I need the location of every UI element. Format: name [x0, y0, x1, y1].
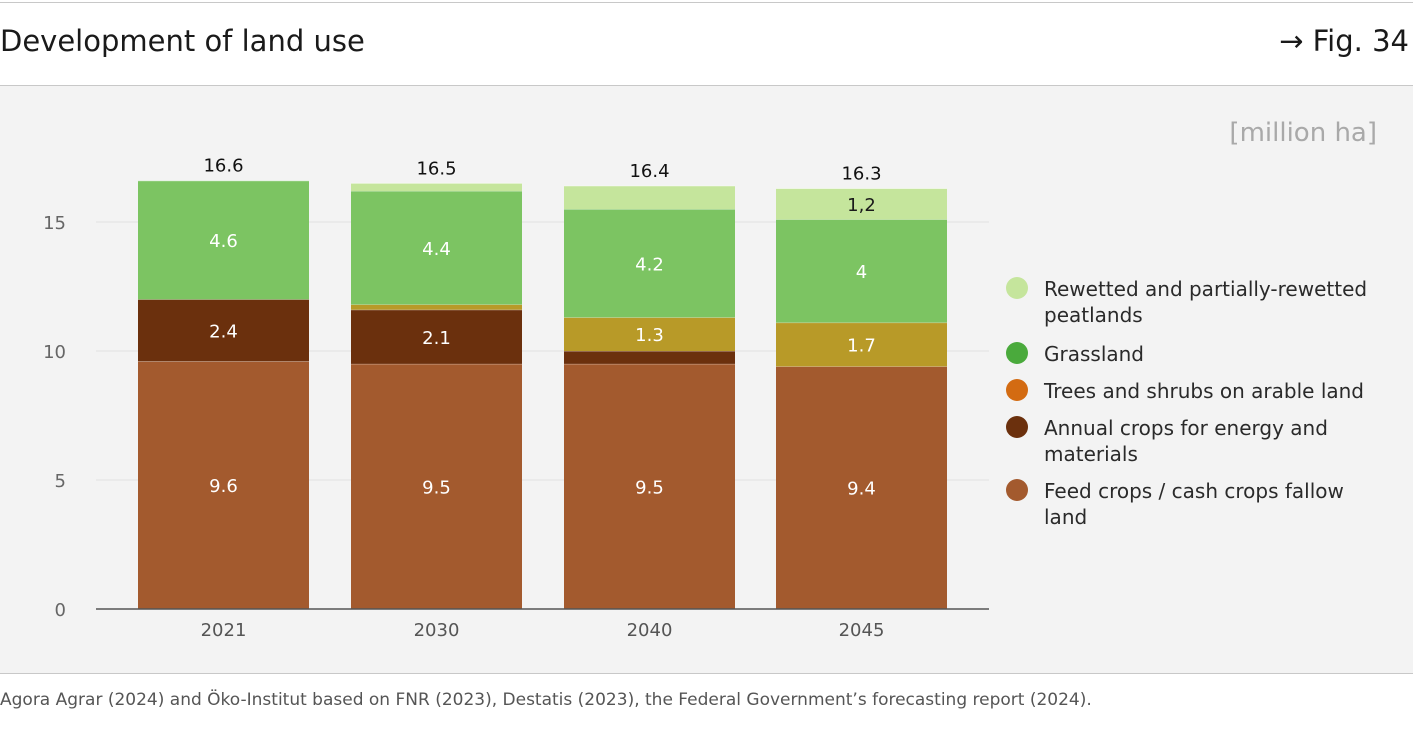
stacked-bar-chart: 0 5 10 15 9.6 2.4 4.6 16.6 2021 9.5 2.1 4.4 16.5 2030…	[43, 156, 989, 641]
data-label: 1.3	[635, 325, 664, 346]
bar-segment-grass	[776, 219, 947, 323]
legend-swatch	[1006, 379, 1028, 401]
unit-label: [million ha]	[1229, 118, 1377, 148]
y-tick-label: 10	[43, 342, 66, 363]
data-label: 4.4	[422, 239, 451, 260]
bar-segment-peat	[564, 185, 735, 210]
x-tick-label: 2040	[627, 620, 673, 641]
legend-swatch	[1006, 277, 1028, 299]
data-label: 1,2	[847, 195, 876, 216]
total-label: 16.3	[841, 163, 881, 184]
top-rule	[0, 2, 1413, 3]
legend-label: Grassland	[1044, 342, 1144, 366]
bar-segment-annual	[564, 351, 735, 364]
bar-segment-peat	[776, 188, 947, 220]
legend-label: Trees and shrubs on arable land	[1044, 379, 1364, 403]
data-label: 9.4	[847, 479, 876, 500]
legend-item: Feed crops / cash crops fallow land	[1006, 478, 1384, 530]
y-tick-label: 15	[43, 213, 66, 234]
figure-reference-link[interactable]: → Fig. 34	[1279, 24, 1409, 58]
total-label: 16.5	[416, 158, 456, 179]
legend-item: Annual crops for energy and materials	[1006, 415, 1384, 467]
bar-segment-annual	[351, 309, 522, 364]
total-label: 16.6	[203, 156, 243, 177]
legend-swatch	[1006, 342, 1028, 364]
legend-swatch	[1006, 416, 1028, 438]
bar-segment-grass	[564, 209, 735, 318]
chart-title: Development of land use	[0, 24, 365, 58]
bar-segment-feed	[564, 363, 735, 609]
legend-item: Grassland	[1006, 341, 1384, 367]
legend-label: Feed crops / cash crops fallow land	[1044, 479, 1344, 529]
bar-segment-feed	[351, 363, 522, 609]
legend-swatch	[1006, 479, 1028, 501]
data-label: 1.7	[847, 336, 876, 357]
bar-segment-peat	[351, 183, 522, 192]
legend-label: Annual crops for energy and materials	[1044, 416, 1328, 466]
bar-segment-trees	[351, 304, 522, 310]
source-note: Agora Agrar (2024) and Öko-Institut base…	[0, 690, 1092, 710]
bar-segment-trees	[776, 322, 947, 367]
x-tick-label: 2045	[839, 620, 885, 641]
bar-segment-trees	[564, 317, 735, 351]
data-label: 4.6	[209, 231, 238, 252]
data-label: 4.2	[635, 254, 664, 275]
legend-item: Trees and shrubs on arable land	[1006, 378, 1384, 404]
legend-label: Rewetted and partially-rewetted peatland…	[1044, 277, 1368, 327]
total-label: 16.4	[629, 161, 669, 182]
data-label: 9.5	[422, 477, 451, 498]
x-tick-label: 2021	[201, 620, 247, 641]
data-label: 4	[856, 262, 867, 283]
x-tick-label: 2030	[414, 620, 460, 641]
data-label: 2.4	[209, 321, 238, 342]
bar-segment-grass	[138, 180, 309, 300]
chart-panel: [million ha] 0 5 10 15 9.6 2.4 4.6 16.6 2021 9.5 2…	[0, 85, 1413, 674]
bar-segment-feed	[776, 366, 947, 609]
bar-segment-grass	[351, 191, 522, 305]
bar-segment-annual	[138, 299, 309, 362]
y-tick-label: 0	[55, 600, 66, 621]
data-label: 9.5	[635, 477, 664, 498]
y-tick-label: 5	[55, 471, 66, 492]
data-label: 9.6	[209, 476, 238, 497]
bar-segment-feed	[138, 361, 309, 609]
data-label: 2.1	[422, 328, 451, 349]
legend-item: Rewetted and partially-rewetted peatland…	[1006, 276, 1384, 328]
